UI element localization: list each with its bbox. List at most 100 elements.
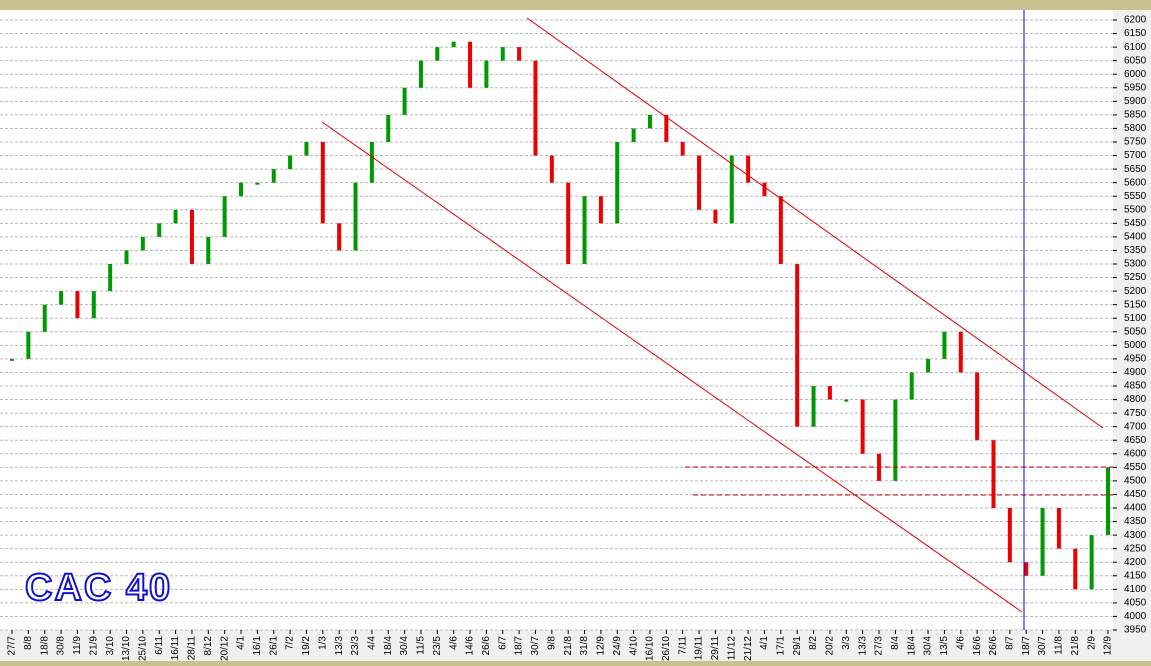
price-bar — [664, 114, 669, 142]
y-tick-label: 4100 — [1124, 584, 1147, 595]
x-axis-panel — [0, 630, 1113, 661]
x-tick-label: 6/11 — [154, 636, 165, 655]
x-tick-label: 8/4 — [890, 636, 901, 650]
price-bar — [271, 169, 276, 183]
y-tick-label: 5900 — [1124, 96, 1147, 107]
x-tick-label: 18/8 — [39, 636, 50, 656]
price-bar — [778, 196, 783, 264]
x-tick-label: 11/9 — [72, 636, 83, 655]
y-tick-label: 5150 — [1124, 299, 1147, 310]
y-tick-label: 4050 — [1124, 598, 1147, 609]
x-tick-label: 1/3 — [317, 636, 328, 650]
price-bar — [844, 399, 849, 402]
x-tick-label: 26/10 — [661, 636, 672, 661]
price-bar — [795, 264, 800, 427]
price-bar — [647, 114, 652, 129]
price-bar — [598, 196, 603, 224]
price-bar — [729, 155, 734, 224]
price-bar — [811, 386, 816, 427]
price-bar — [26, 331, 31, 359]
x-tick-label: 13/10 — [121, 636, 132, 661]
y-tick-label: 4850 — [1124, 381, 1147, 392]
price-bar — [893, 399, 898, 481]
price-bar — [386, 114, 391, 142]
x-tick-label: 18/4 — [906, 636, 917, 656]
y-tick-label: 4200 — [1124, 557, 1147, 568]
trend-line — [526, 17, 1104, 429]
price-bar — [468, 41, 473, 88]
x-tick-label: 4/1 — [759, 636, 770, 650]
y-tick-label: 5100 — [1124, 313, 1147, 324]
x-tick-label: 3/10 — [105, 636, 116, 656]
x-tick-label: 19/2 — [301, 636, 312, 656]
y-tick-label: 4450 — [1124, 489, 1147, 500]
price-bar — [222, 196, 227, 237]
price-bar — [615, 142, 620, 224]
x-tick-label: 25/10 — [138, 636, 149, 661]
x-tick-label: 8/12 — [203, 636, 214, 656]
x-tick-label: 14/6 — [465, 636, 476, 656]
x-tick-label: 7/11 — [677, 636, 688, 655]
price-bar — [255, 182, 260, 185]
y-tick-label: 4700 — [1124, 421, 1147, 432]
x-tick-label: 4/6 — [448, 636, 459, 650]
x-tick-label: 17/1 — [775, 636, 786, 656]
x-tick-label: 8/8 — [23, 636, 34, 650]
y-axis-panel — [1113, 10, 1151, 661]
y-tick-label: 5400 — [1124, 232, 1147, 243]
plot-area — [0, 10, 1113, 630]
x-tick-label: 28/11 — [187, 636, 198, 661]
price-bar — [762, 182, 767, 197]
x-tick-label: 23/5 — [432, 636, 443, 656]
x-tick-label: 24/9 — [612, 636, 623, 656]
price-bar — [108, 264, 113, 292]
x-tick-label: 11/5 — [416, 636, 427, 655]
x-tick-label: 20/2 — [825, 636, 836, 656]
price-bar — [189, 209, 194, 264]
price-bar — [418, 60, 423, 88]
price-bar — [827, 386, 832, 400]
y-tick-label: 4600 — [1124, 448, 1147, 459]
price-bar — [91, 291, 96, 319]
x-tick-label: 4/1 — [236, 636, 247, 650]
price-bar — [1089, 535, 1094, 590]
y-tick-label: 5750 — [1124, 137, 1147, 148]
price-bar — [958, 331, 963, 373]
price-bar — [1056, 508, 1061, 549]
price-bar — [337, 223, 342, 251]
price-bar — [746, 155, 751, 183]
x-tick-label: 21/8 — [1070, 636, 1081, 656]
y-tick-label: 4300 — [1124, 530, 1147, 541]
price-bar — [1007, 508, 1012, 563]
y-tick-label: 5600 — [1124, 177, 1147, 188]
x-tick-label: 2/9 — [1086, 636, 1097, 650]
x-tick-label: 4/6 — [955, 636, 966, 650]
price-bar — [1106, 467, 1110, 536]
price-bar — [582, 196, 587, 264]
y-tick-label: 4950 — [1124, 354, 1147, 365]
y-tick-label: 3950 — [1124, 625, 1147, 636]
price-bar — [353, 182, 358, 251]
trend-line — [321, 121, 1023, 613]
y-tick-label: 4150 — [1124, 570, 1147, 581]
price-bar — [304, 142, 309, 156]
x-tick-label: 29/1 — [792, 636, 803, 656]
price-bar — [59, 291, 64, 305]
y-tick-label: 5050 — [1124, 326, 1147, 337]
price-bar — [239, 182, 244, 197]
x-tick-label: 26/6 — [988, 636, 999, 656]
x-tick-label: 4/4 — [367, 636, 378, 650]
price-bar — [713, 209, 718, 224]
y-tick-label: 5000 — [1124, 340, 1147, 351]
price-bar — [975, 372, 980, 441]
y-tick-label: 5200 — [1124, 286, 1147, 297]
price-bar — [517, 47, 522, 61]
price-bar — [533, 60, 538, 156]
y-tick-label: 5300 — [1124, 259, 1147, 270]
x-tick-label: 16/1 — [252, 636, 263, 656]
x-tick-label: 30/8 — [56, 636, 67, 656]
price-bar — [369, 142, 374, 183]
y-tick-label: 4350 — [1124, 516, 1147, 527]
price-bar — [451, 41, 456, 48]
